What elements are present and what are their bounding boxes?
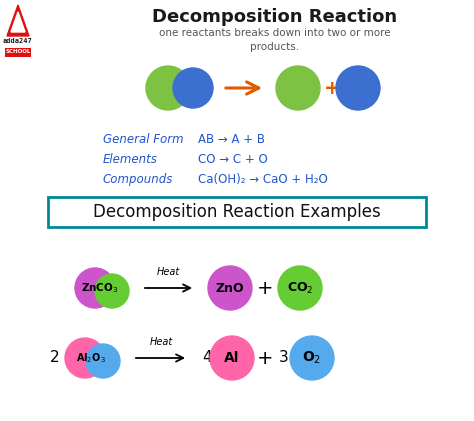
- Text: 3: 3: [279, 351, 289, 365]
- Text: +: +: [257, 349, 273, 368]
- Circle shape: [278, 266, 322, 310]
- Text: Al: Al: [224, 351, 240, 365]
- Text: Decomposition Reaction Examples: Decomposition Reaction Examples: [93, 203, 381, 221]
- Text: Heat: Heat: [156, 267, 180, 277]
- Text: Compounds: Compounds: [103, 173, 173, 186]
- Circle shape: [276, 66, 320, 110]
- Circle shape: [290, 336, 334, 380]
- Text: ZnCO$_3$: ZnCO$_3$: [81, 281, 119, 295]
- Circle shape: [75, 268, 115, 308]
- Text: +: +: [257, 279, 273, 298]
- Text: CO → C + O: CO → C + O: [198, 153, 268, 166]
- Text: 4: 4: [202, 351, 212, 365]
- Text: General Form: General Form: [103, 133, 183, 146]
- Circle shape: [208, 266, 252, 310]
- Text: adda247: adda247: [3, 38, 33, 44]
- FancyBboxPatch shape: [5, 48, 31, 57]
- Circle shape: [173, 68, 213, 108]
- Text: Decomposition Reaction: Decomposition Reaction: [153, 8, 398, 26]
- Text: SCHOOL: SCHOOL: [5, 49, 31, 54]
- Polygon shape: [11, 12, 25, 32]
- Text: Elements: Elements: [103, 153, 158, 166]
- Circle shape: [210, 336, 254, 380]
- Text: +: +: [324, 78, 340, 98]
- Text: AB → A + B: AB → A + B: [198, 133, 265, 146]
- Text: 2: 2: [50, 351, 60, 365]
- Text: Heat: Heat: [149, 337, 173, 347]
- Text: Ca(OH)₂ → CaO + H₂O: Ca(OH)₂ → CaO + H₂O: [198, 173, 328, 186]
- Text: Al$_2$O$_3$: Al$_2$O$_3$: [76, 351, 106, 365]
- Text: one reactants breaks down into two or more
products.: one reactants breaks down into two or mo…: [159, 28, 391, 52]
- Circle shape: [65, 338, 105, 378]
- Circle shape: [86, 344, 120, 378]
- Circle shape: [146, 66, 190, 110]
- FancyBboxPatch shape: [48, 197, 426, 227]
- Circle shape: [336, 66, 380, 110]
- Polygon shape: [7, 5, 29, 36]
- Text: O$_2$: O$_2$: [302, 350, 321, 366]
- Text: CO$_2$: CO$_2$: [287, 280, 313, 296]
- Text: ZnO: ZnO: [216, 282, 244, 295]
- Circle shape: [95, 274, 129, 308]
